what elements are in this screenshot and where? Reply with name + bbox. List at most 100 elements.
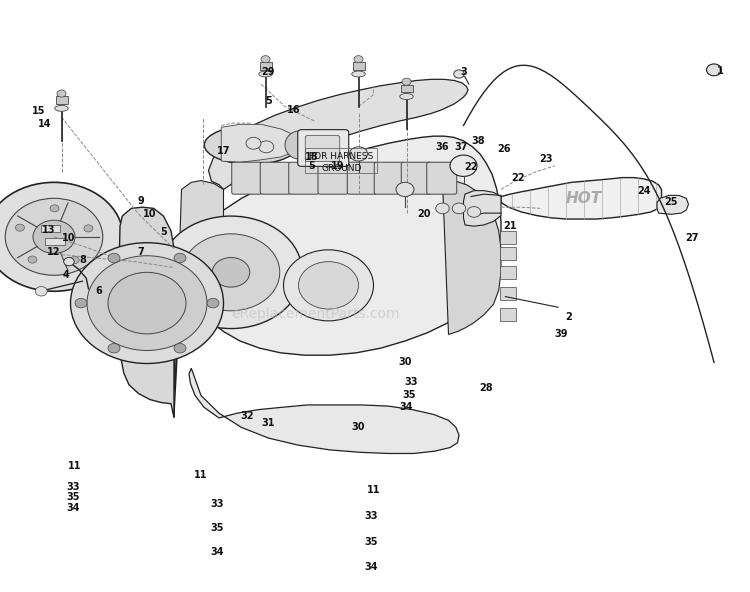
Circle shape <box>452 203 466 214</box>
FancyBboxPatch shape <box>401 162 431 194</box>
Text: 28: 28 <box>479 383 493 392</box>
FancyBboxPatch shape <box>500 287 516 300</box>
Polygon shape <box>442 181 501 334</box>
Circle shape <box>75 298 87 308</box>
Circle shape <box>108 272 186 334</box>
Circle shape <box>450 155 477 176</box>
Polygon shape <box>174 136 501 417</box>
Text: 31: 31 <box>262 419 275 428</box>
Text: 25: 25 <box>664 198 678 207</box>
Text: HOT: HOT <box>566 191 602 206</box>
FancyBboxPatch shape <box>500 247 516 260</box>
Text: 26: 26 <box>497 144 511 154</box>
Text: 19: 19 <box>331 161 344 170</box>
Circle shape <box>402 78 411 85</box>
Text: 12: 12 <box>47 247 61 256</box>
Text: 32: 32 <box>241 411 254 420</box>
Polygon shape <box>221 124 296 162</box>
Circle shape <box>261 56 270 63</box>
Text: 35: 35 <box>364 537 378 546</box>
Circle shape <box>436 203 449 214</box>
Text: 2: 2 <box>566 312 572 321</box>
Text: 35: 35 <box>402 391 416 400</box>
Text: 24: 24 <box>637 186 650 195</box>
Text: 30: 30 <box>352 423 365 432</box>
Text: 7: 7 <box>138 247 144 256</box>
Polygon shape <box>40 225 60 232</box>
Circle shape <box>84 225 93 232</box>
Ellipse shape <box>400 94 413 99</box>
Circle shape <box>284 250 374 321</box>
FancyBboxPatch shape <box>305 136 340 162</box>
Circle shape <box>87 256 207 350</box>
FancyBboxPatch shape <box>289 162 319 194</box>
Text: 34: 34 <box>400 403 413 412</box>
Circle shape <box>174 343 186 353</box>
Text: 22: 22 <box>464 162 478 172</box>
Polygon shape <box>174 181 223 417</box>
Text: 30: 30 <box>398 358 412 367</box>
Text: 6: 6 <box>96 287 102 296</box>
Polygon shape <box>209 79 468 189</box>
Circle shape <box>35 287 47 296</box>
Ellipse shape <box>285 131 315 159</box>
Text: 29: 29 <box>262 67 275 77</box>
Circle shape <box>467 207 481 217</box>
Polygon shape <box>118 207 174 417</box>
Text: 10: 10 <box>143 210 157 219</box>
Circle shape <box>212 258 250 287</box>
Text: 17: 17 <box>217 146 230 156</box>
Text: 33: 33 <box>404 377 418 387</box>
Text: 15: 15 <box>32 107 46 116</box>
Circle shape <box>246 137 261 149</box>
Text: 4: 4 <box>62 271 69 280</box>
Text: 33: 33 <box>211 500 224 509</box>
Text: 18: 18 <box>304 152 318 162</box>
Circle shape <box>396 182 414 197</box>
Text: 8: 8 <box>79 256 86 265</box>
FancyBboxPatch shape <box>347 162 377 194</box>
Text: 33: 33 <box>364 511 378 521</box>
Circle shape <box>354 56 363 63</box>
Circle shape <box>70 243 224 363</box>
Text: 23: 23 <box>539 154 553 163</box>
Text: 35: 35 <box>211 523 224 533</box>
Polygon shape <box>260 62 272 70</box>
FancyBboxPatch shape <box>318 162 348 194</box>
Circle shape <box>160 216 302 329</box>
FancyBboxPatch shape <box>374 162 404 194</box>
Text: 13: 13 <box>42 225 56 234</box>
Circle shape <box>57 90 66 97</box>
Polygon shape <box>501 178 662 219</box>
Circle shape <box>182 234 280 311</box>
Text: 21: 21 <box>503 221 517 231</box>
Text: 34: 34 <box>364 562 378 572</box>
Circle shape <box>108 343 120 353</box>
Circle shape <box>298 262 358 309</box>
Text: 10: 10 <box>62 233 76 243</box>
Text: 16: 16 <box>287 105 301 114</box>
Text: 39: 39 <box>554 330 568 339</box>
Circle shape <box>16 224 25 231</box>
Circle shape <box>64 258 74 266</box>
Circle shape <box>5 198 103 275</box>
FancyBboxPatch shape <box>500 231 516 244</box>
Text: 35: 35 <box>67 493 80 502</box>
Polygon shape <box>352 62 364 70</box>
Circle shape <box>454 70 464 78</box>
Text: 5: 5 <box>308 161 315 170</box>
Circle shape <box>28 256 37 263</box>
Text: 27: 27 <box>685 233 698 243</box>
Text: 34: 34 <box>211 547 224 556</box>
Circle shape <box>259 141 274 153</box>
Text: 11: 11 <box>68 462 82 471</box>
FancyBboxPatch shape <box>500 308 516 321</box>
Text: 37: 37 <box>454 142 468 152</box>
FancyBboxPatch shape <box>427 162 457 194</box>
Circle shape <box>350 147 368 161</box>
Polygon shape <box>56 96 68 104</box>
Ellipse shape <box>204 126 298 164</box>
Circle shape <box>174 253 186 263</box>
FancyBboxPatch shape <box>500 266 516 279</box>
Text: 33: 33 <box>67 482 80 491</box>
